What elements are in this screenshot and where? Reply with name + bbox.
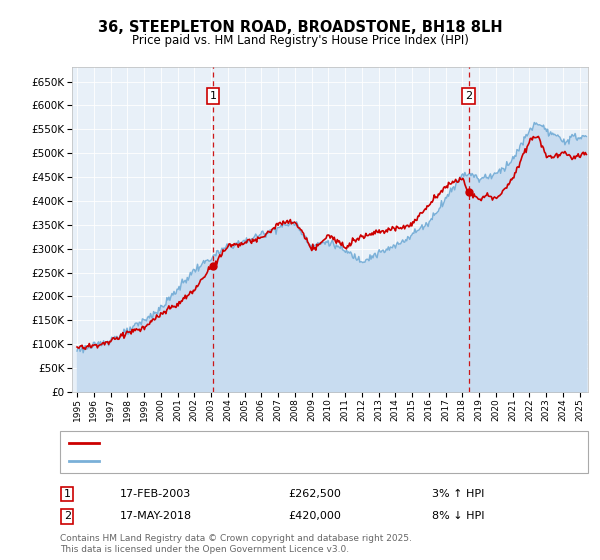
Text: 1: 1 (64, 489, 71, 499)
Text: 17-FEB-2003: 17-FEB-2003 (120, 489, 191, 499)
Text: £420,000: £420,000 (288, 511, 341, 521)
Text: HPI: Average price, detached house, Bournemouth Christchurch and Poole: HPI: Average price, detached house, Bour… (105, 456, 493, 466)
Text: 2: 2 (64, 511, 71, 521)
Text: This data is licensed under the Open Government Licence v3.0.: This data is licensed under the Open Gov… (60, 545, 349, 554)
Text: 17-MAY-2018: 17-MAY-2018 (120, 511, 192, 521)
Text: 3% ↑ HPI: 3% ↑ HPI (432, 489, 484, 499)
Text: 36, STEEPLETON ROAD, BROADSTONE, BH18 8LH: 36, STEEPLETON ROAD, BROADSTONE, BH18 8L… (98, 20, 502, 35)
Text: 8% ↓ HPI: 8% ↓ HPI (432, 511, 485, 521)
Text: 1: 1 (209, 91, 217, 101)
Text: 36, STEEPLETON ROAD, BROADSTONE, BH18 8LH (detached house): 36, STEEPLETON ROAD, BROADSTONE, BH18 8L… (105, 438, 458, 448)
Text: Price paid vs. HM Land Registry's House Price Index (HPI): Price paid vs. HM Land Registry's House … (131, 34, 469, 46)
Text: 2: 2 (465, 91, 472, 101)
Text: £262,500: £262,500 (288, 489, 341, 499)
Text: Contains HM Land Registry data © Crown copyright and database right 2025.: Contains HM Land Registry data © Crown c… (60, 534, 412, 543)
